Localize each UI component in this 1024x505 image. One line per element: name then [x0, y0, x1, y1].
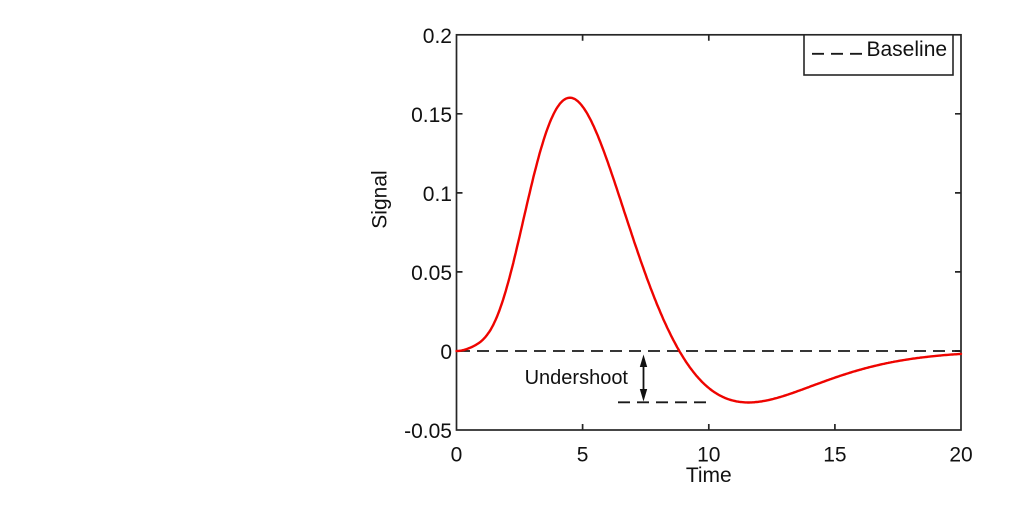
svg-text:0.2: 0.2: [423, 25, 452, 48]
svg-text:5: 5: [577, 444, 589, 467]
svg-text:Time: Time: [686, 464, 732, 487]
svg-text:Baseline: Baseline: [867, 38, 948, 61]
svg-text:0.05: 0.05: [411, 262, 452, 285]
svg-text:0.15: 0.15: [411, 104, 452, 127]
svg-text:-0.05: -0.05: [404, 420, 452, 443]
svg-text:20: 20: [949, 444, 972, 467]
svg-text:0: 0: [440, 341, 452, 364]
svg-text:15: 15: [823, 444, 846, 467]
svg-text:10: 10: [697, 444, 720, 467]
svg-text:0.1: 0.1: [423, 183, 452, 206]
svg-text:Signal: Signal: [369, 170, 392, 228]
svg-text:0: 0: [451, 444, 463, 467]
svg-text:Undershoot: Undershoot: [525, 367, 629, 389]
